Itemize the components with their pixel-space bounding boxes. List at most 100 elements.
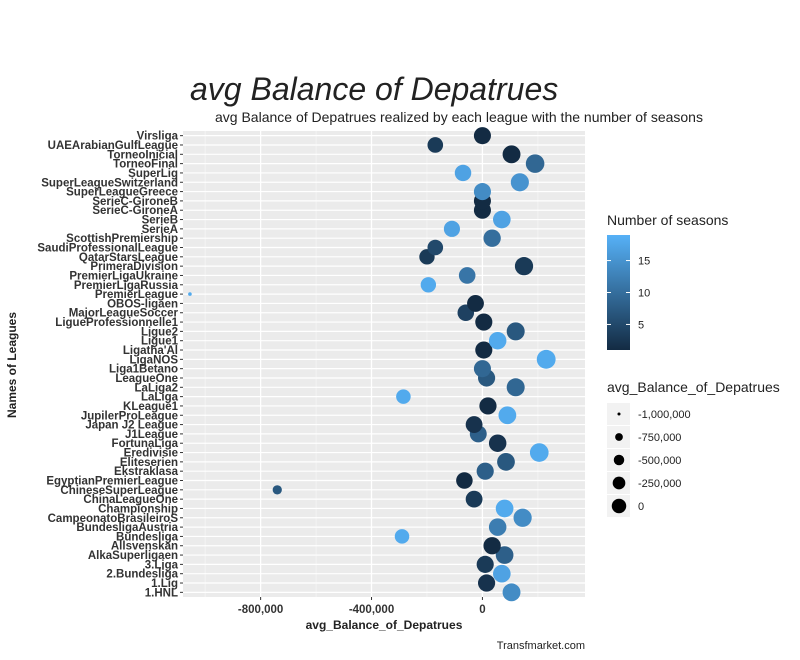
data-point — [525, 154, 545, 173]
data-point — [396, 389, 411, 404]
x-axis-ticks: -800,000 -400,000 0 — [238, 597, 486, 616]
size-legend-items: -1,000,000 -750,000 -500,000 -250,000 0 — [607, 403, 691, 517]
data-point — [502, 583, 521, 602]
y-tick-label: Ekstraklasa — [114, 466, 179, 478]
data-point — [493, 210, 511, 229]
data-point — [443, 220, 460, 237]
data-point — [495, 499, 514, 518]
y-tick-label: Eliteserien — [120, 457, 178, 469]
color-legend-bar — [607, 235, 630, 350]
data-point — [493, 564, 511, 583]
color-legend-tick-label: 10 — [638, 288, 650, 300]
size-legend-label: -750,000 — [638, 432, 681, 444]
size-legend-dot — [613, 454, 625, 466]
size-legend: avg_Balance_of_Depatrues -1,000,000 -750,… — [607, 379, 780, 517]
data-point — [488, 331, 507, 350]
data-point — [456, 472, 473, 489]
data-point — [477, 574, 496, 592]
y-tick-label: CampeonatoBrasileiroS — [48, 513, 179, 525]
points-layer — [188, 127, 556, 602]
data-point — [188, 292, 192, 296]
y-tick-label: LaLiga2 — [135, 382, 178, 394]
color-legend: Number of seasons 5 10 15 — [607, 212, 728, 350]
y-tick-label: EgyptianPremierLeague — [46, 476, 178, 488]
y-tick-label: PremierLeague — [95, 289, 178, 301]
data-point — [502, 145, 521, 164]
y-tick-label: 3.Liga — [145, 559, 179, 571]
x-axis-label: avg_Balance_of_Depatrues — [306, 618, 463, 632]
y-tick-label: LigaNOS — [129, 354, 178, 366]
y-tick-label: SuperLeagueGreece — [66, 187, 178, 199]
y-axis-ticks: 1.HNL1.Lig2.Bundesliga3.LigaAlkaSuperlig… — [37, 131, 183, 599]
y-tick-label: 1.HNL — [145, 587, 178, 599]
data-point — [272, 485, 282, 495]
y-tick-label: QatarStarsLeague — [79, 252, 178, 264]
y-tick-label: MajorLeagueSoccer — [69, 308, 179, 320]
data-point — [495, 546, 514, 564]
data-point — [506, 322, 525, 341]
size-legend-dot — [612, 476, 626, 490]
size-legend-label: -250,000 — [638, 478, 681, 490]
y-tick-label: PrimeraDivision — [90, 261, 178, 273]
color-legend-title: Number of seasons — [607, 212, 728, 228]
y-tick-label: Ligue2 — [141, 326, 178, 338]
y-tick-label: FortunaLiga — [112, 438, 179, 450]
y-tick-label: SerieB — [142, 215, 178, 227]
data-point — [465, 490, 483, 508]
y-tick-label: ChineseSuperLeague — [60, 485, 178, 497]
data-point — [473, 127, 491, 145]
data-point — [498, 406, 517, 425]
y-tick-label: JupilerProLeague — [81, 410, 178, 422]
chart-title: avg Balance of Depatrues — [190, 71, 558, 107]
y-tick-label: OBOS-ligaen — [107, 298, 178, 310]
y-tick-label: Japan J2 League — [85, 420, 178, 432]
data-point — [497, 452, 515, 471]
chart-caption: Transfmarket.com — [497, 640, 585, 652]
color-legend-tick-label: 15 — [638, 256, 650, 268]
size-legend-dot — [617, 412, 621, 416]
data-point — [473, 183, 491, 201]
y-tick-label: ChinaLeagueOne — [83, 494, 178, 506]
size-legend-title: avg_Balance_of_Depatrues — [607, 379, 780, 395]
y-tick-label: 1.Lig — [151, 578, 178, 590]
data-point — [476, 462, 494, 480]
data-point — [483, 537, 501, 555]
y-tick-label: PremierLigaUkraine — [69, 270, 178, 282]
x-tick-label: -400,000 — [349, 604, 394, 616]
data-point — [513, 508, 532, 527]
data-point — [420, 277, 437, 293]
y-tick-label: Liga1Betano — [109, 364, 178, 376]
y-tick-label: KLeague1 — [123, 401, 179, 413]
data-point — [458, 267, 476, 284]
y-tick-label: Ligue1 — [141, 336, 179, 348]
data-point — [536, 349, 556, 369]
data-point — [454, 164, 472, 182]
data-point — [488, 434, 507, 452]
y-tick-label: SerieC-GironeB — [92, 196, 178, 208]
data-point — [473, 360, 491, 378]
size-legend-dot — [615, 433, 623, 441]
data-point — [427, 137, 444, 153]
data-point — [394, 529, 410, 544]
y-tick-label: Virsliga — [137, 131, 179, 143]
y-tick-label: Bundesliga — [116, 531, 179, 543]
data-point — [483, 229, 501, 247]
y-tick-label: Eredivisie — [124, 448, 178, 460]
data-point — [529, 443, 549, 462]
size-legend-dot — [611, 498, 627, 514]
data-point — [475, 313, 493, 331]
x-tick-label: 0 — [479, 604, 485, 616]
y-tick-label: LigueProfessionnelle1 — [55, 317, 178, 329]
color-legend-ticks: 5 10 15 — [607, 256, 650, 331]
y-tick-label: UAEArabianGulfLeague — [48, 140, 178, 152]
data-point — [427, 239, 444, 256]
size-legend-label: -500,000 — [638, 455, 681, 467]
data-point — [476, 555, 494, 573]
y-tick-label: SuperLeagueSwitzerland — [41, 177, 178, 189]
y-tick-label: BundesligaAustria — [76, 522, 178, 534]
y-tick-label: SaudiProfessionalLeague — [37, 243, 178, 255]
y-tick-label: LaLiga — [141, 392, 179, 404]
y-tick-label: PremierLigaRussia — [74, 280, 179, 292]
chart-subtitle: avg Balance of Depatrues realized by eac… — [215, 109, 703, 125]
